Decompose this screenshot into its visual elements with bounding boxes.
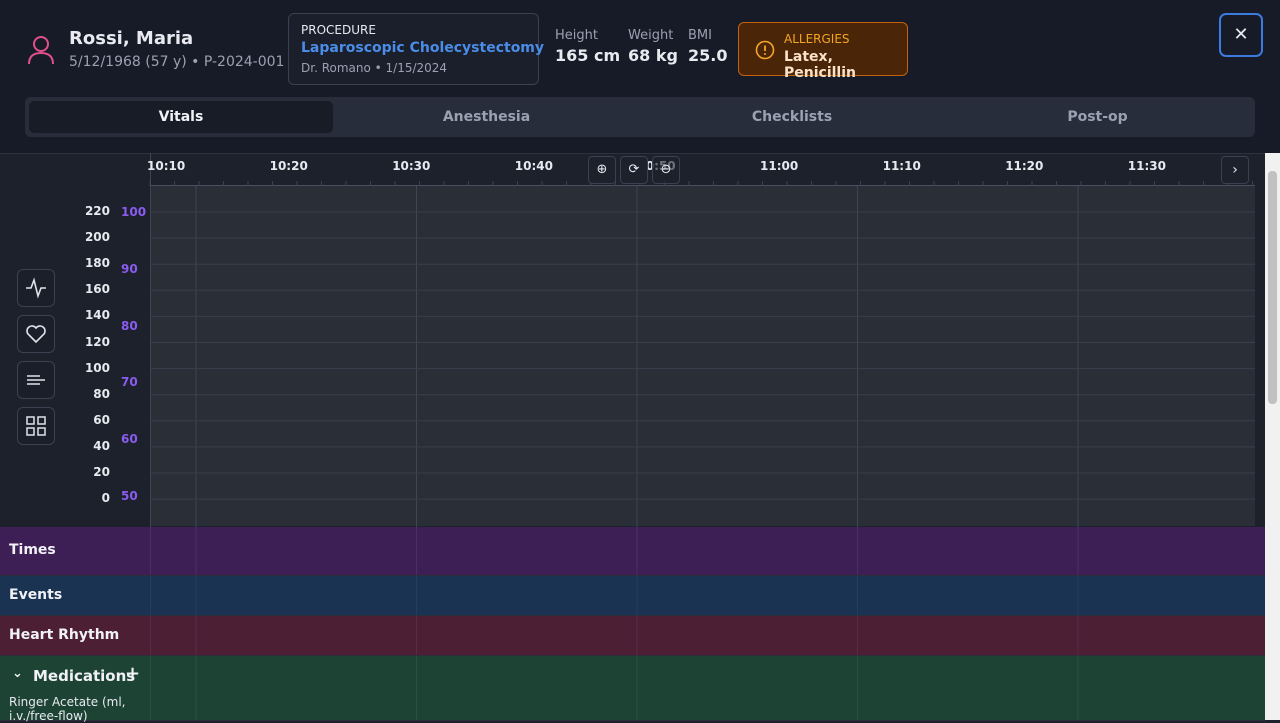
- right-axis-label: 70: [121, 375, 138, 390]
- heart-icon-button[interactable]: [17, 315, 55, 353]
- right-axis-label: 50: [121, 489, 138, 503]
- collapse-toggle[interactable]: ⌄: [12, 666, 23, 681]
- row: Events: [0, 576, 1265, 616]
- right-axis-label: 80: [121, 318, 138, 333]
- tab[interactable]: Checklists: [751, 109, 833, 125]
- respiration-icon-button[interactable]: [17, 361, 55, 399]
- left-axis-label: 60: [93, 412, 110, 427]
- tab[interactable]: Post-op: [1067, 109, 1128, 125]
- measurement-value: 165 cm: [555, 46, 621, 65]
- measurement-value: 25.0: [688, 46, 728, 65]
- left-axis-label: 180: [84, 256, 110, 271]
- row: Heart Rhythm: [0, 616, 1265, 656]
- time-label: 10:30: [392, 159, 431, 173]
- right-axis-label: 90: [121, 261, 138, 276]
- measurement-label: Height: [555, 28, 598, 43]
- measurement-label: BMI: [688, 28, 712, 43]
- procedure-label: PROCEDURE: [301, 23, 376, 37]
- left-axis-label: 100: [84, 360, 110, 375]
- time-label: 10:10: [147, 159, 186, 173]
- allergies-value: Latex, Penicillin: [784, 49, 856, 81]
- next-button[interactable]: ›: [1221, 156, 1249, 184]
- scrollbar[interactable]: [1265, 153, 1280, 720]
- right-axis-label: 60: [121, 432, 138, 447]
- vitals-icon-button[interactable]: [17, 269, 55, 307]
- zoom-out-button[interactable]: ⊖: [652, 156, 680, 184]
- row-label: Events: [9, 586, 63, 603]
- close-button[interactable]: ✕: [1219, 13, 1263, 57]
- time-label: 10:20: [269, 159, 308, 173]
- left-axis-label: 160: [84, 282, 110, 297]
- patient-details: 5/12/1968 (57 y) • P-2024-001: [69, 54, 285, 70]
- allergies-label: ALLERGIES: [784, 32, 850, 46]
- procedure-card: PROCEDURE Laparoscopic Cholecystectomy D…: [288, 13, 544, 85]
- procedure-details: Dr. Romano • 1/15/2024: [301, 61, 448, 75]
- time-label: 11:30: [1127, 159, 1166, 173]
- chart-area: [150, 186, 1255, 526]
- medication-item: Ringer Acetate (ml, i.v./free-flow): [9, 695, 126, 723]
- left-axis-label: 220: [84, 204, 110, 218]
- tab[interactable]: Anesthesia: [442, 109, 531, 125]
- left-axis-label: 0: [101, 491, 110, 506]
- patient-name: Rossi, Maria: [69, 28, 194, 49]
- left-axis-label: 200: [84, 230, 110, 245]
- left-axis-label: 40: [93, 438, 110, 453]
- row-label: Medications: [33, 667, 136, 685]
- row-label: Times: [9, 542, 56, 558]
- zoom-in-button[interactable]: ⊕: [588, 156, 616, 184]
- tab-bar: Vitals Anesthesia Checklists Post-op: [25, 97, 1255, 137]
- time-label: 10:40: [514, 159, 553, 173]
- alert-icon: [755, 40, 775, 60]
- procedure-name: Laparoscopic Cholecystectomy: [301, 40, 545, 56]
- left-axis-label: 120: [84, 334, 110, 349]
- add-button[interactable]: +: [125, 663, 141, 684]
- time-label: 11:10: [882, 159, 921, 173]
- layout-icon-button[interactable]: [17, 407, 55, 445]
- time-label: 11:20: [1005, 159, 1044, 173]
- reset-zoom-button[interactable]: ⟳: [620, 156, 648, 184]
- row: ⌄ Medications +: [0, 656, 1265, 721]
- time-label: 11:00: [760, 159, 799, 173]
- left-axis-label: 140: [84, 308, 110, 323]
- allergies-card: ALLERGIES Latex, Penicillin: [738, 22, 908, 81]
- row: Times: [0, 527, 1265, 576]
- measurement-label: Weight: [628, 28, 674, 43]
- left-axis-label: 20: [93, 465, 110, 479]
- measurement-value: 68 kg: [628, 46, 678, 65]
- patient-icon: [28, 36, 54, 65]
- patient-header: Rossi, Maria 5/12/1968 (57 y) • P-2024-0…: [0, 0, 1280, 153]
- left-axis-label: 80: [93, 386, 110, 401]
- tab[interactable]: Vitals: [29, 101, 333, 133]
- right-axis-label: 100: [121, 205, 147, 219]
- row-label: Heart Rhythm: [9, 626, 120, 643]
